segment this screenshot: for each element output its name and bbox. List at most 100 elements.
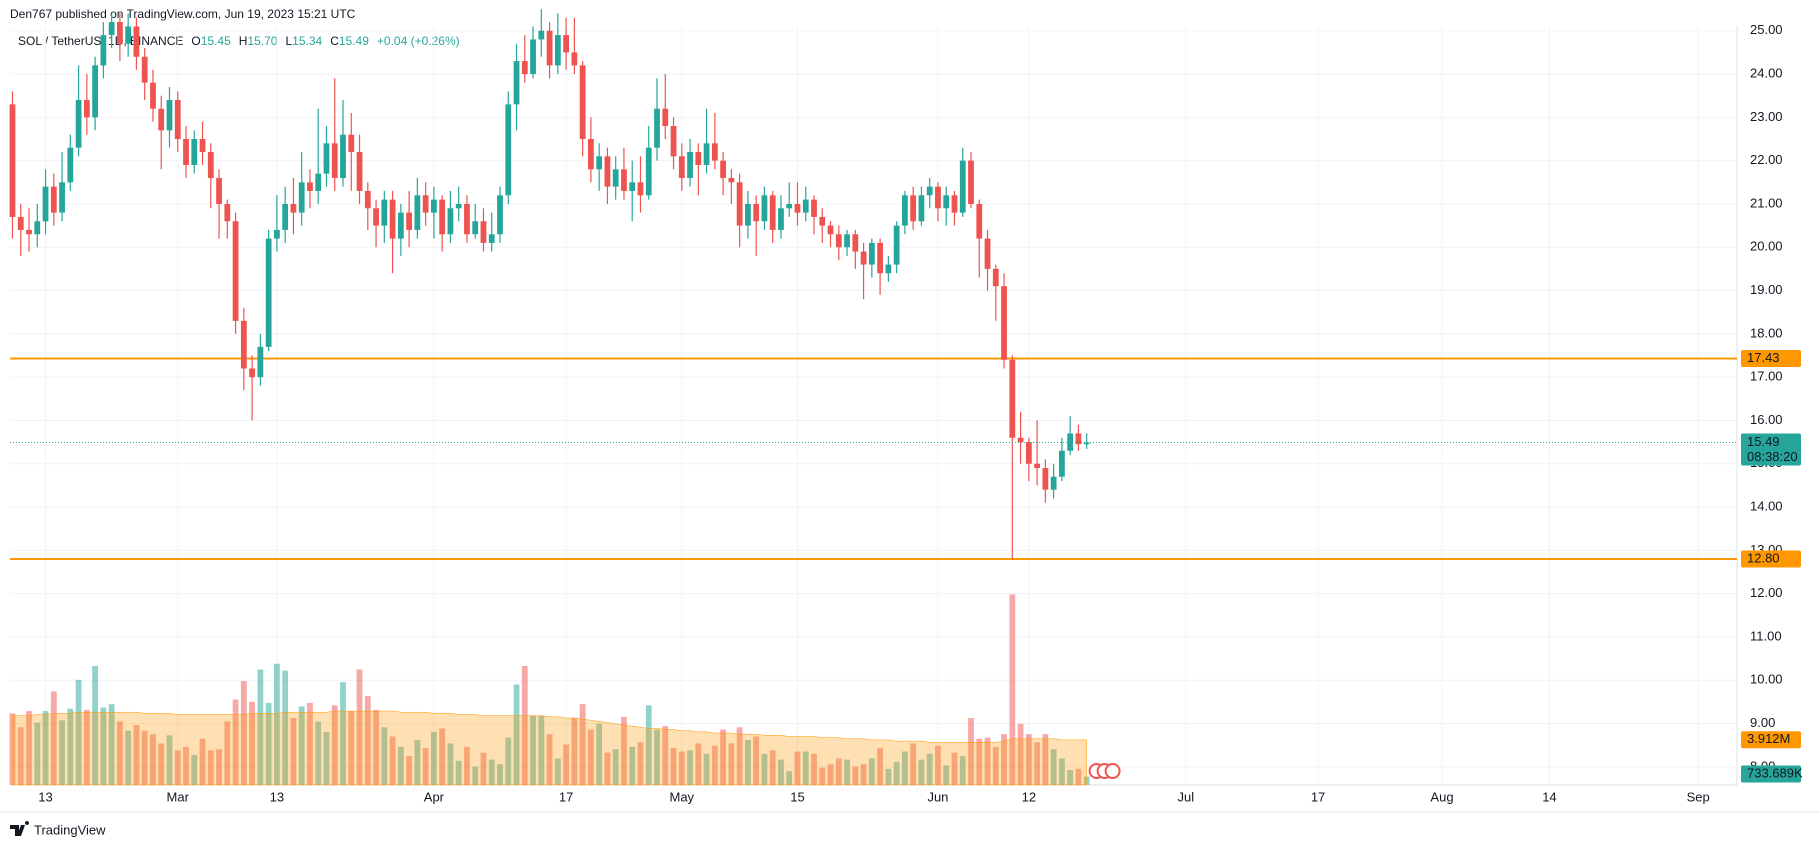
candle-body xyxy=(422,195,429,213)
volume-bar xyxy=(373,709,379,785)
candle-body xyxy=(736,182,743,226)
candle-body xyxy=(133,26,140,57)
volume-bar xyxy=(563,744,570,785)
volume-bar xyxy=(340,682,346,785)
candle-body xyxy=(216,177,222,204)
volume-bar xyxy=(240,681,247,785)
volume-bar xyxy=(323,731,330,785)
volume-bar xyxy=(17,727,24,785)
volume-bar xyxy=(67,708,74,785)
y-tick-label: 19.00 xyxy=(1750,282,1783,297)
candle-body xyxy=(877,242,884,274)
volume-bar xyxy=(100,707,107,785)
y-tick-label: 23.00 xyxy=(1750,109,1783,124)
candle-body xyxy=(554,35,561,66)
candle-body xyxy=(538,30,545,40)
level-label-box xyxy=(1741,550,1801,568)
candle-body xyxy=(9,104,16,217)
candle-body xyxy=(935,186,941,209)
volume-bar xyxy=(596,723,603,785)
candle-body xyxy=(786,203,793,209)
y-tick-label: 22.00 xyxy=(1750,152,1783,167)
brand-name: TradingView xyxy=(34,822,106,837)
candle-body xyxy=(1067,433,1074,451)
y-tick-label: 18.00 xyxy=(1750,325,1783,340)
volume-bar xyxy=(579,704,586,785)
x-tick-label: Apr xyxy=(424,789,445,804)
candle-body xyxy=(50,186,57,213)
volume-bar xyxy=(83,709,90,785)
x-tick-label: 13 xyxy=(38,789,52,804)
candle-body xyxy=(645,147,652,196)
volume-box xyxy=(1741,765,1801,783)
candle-body xyxy=(381,199,388,226)
candle-body xyxy=(455,203,462,209)
x-tick-label: 14 xyxy=(1542,789,1556,804)
candle-body xyxy=(629,182,636,191)
y-tick-label: 17.00 xyxy=(1750,369,1783,384)
volume-bar xyxy=(513,684,520,785)
candle-body xyxy=(530,39,536,75)
candle-body xyxy=(298,182,305,213)
candle-body xyxy=(513,61,520,105)
candle-body xyxy=(711,143,718,161)
legend-key: O xyxy=(191,34,200,48)
volume-bar xyxy=(670,748,677,785)
candle-body xyxy=(174,100,181,140)
legend-value: 15.34 xyxy=(292,34,322,48)
last-price-label: 15.49 xyxy=(1747,434,1780,449)
volume-bar xyxy=(935,745,941,785)
volume-bar xyxy=(331,705,338,785)
volume-bar xyxy=(604,752,611,785)
volume-bar xyxy=(687,750,693,785)
candle-body xyxy=(1025,442,1032,464)
candle-body xyxy=(17,216,24,230)
candle-body xyxy=(728,177,735,183)
volume-bar xyxy=(835,758,842,785)
x-tick-label: 17 xyxy=(1311,789,1325,804)
candle-body xyxy=(984,238,991,269)
candle-body xyxy=(117,22,123,44)
candle-body xyxy=(992,268,999,287)
volume-bar xyxy=(662,726,669,785)
candle-body xyxy=(1083,442,1090,445)
y-tick-label: 25.00 xyxy=(1750,22,1783,37)
candle-body xyxy=(42,186,49,222)
volume-bar xyxy=(703,753,710,785)
volume-bar xyxy=(406,756,413,785)
level-label: 17.43 xyxy=(1747,350,1780,365)
candle-body xyxy=(968,160,974,204)
y-tick-label: 14.00 xyxy=(1750,498,1783,513)
candle-body xyxy=(307,182,313,191)
x-tick-label: Jul xyxy=(1178,789,1195,804)
y-tick-label: 16.00 xyxy=(1750,412,1783,427)
candle-body xyxy=(868,242,875,265)
volume-bar xyxy=(571,717,578,785)
volume-bar xyxy=(1042,734,1049,785)
candle-body xyxy=(323,143,330,174)
candle-body xyxy=(852,234,859,252)
volume-bar xyxy=(464,746,470,785)
volume-bar xyxy=(852,766,859,785)
candle-body xyxy=(34,221,41,235)
candle-body xyxy=(687,151,693,178)
candle-body xyxy=(356,151,363,191)
volume-bar xyxy=(455,760,462,785)
candle-body xyxy=(621,169,627,191)
volume-bar xyxy=(216,749,222,785)
candle-body xyxy=(959,160,966,213)
volume-bar xyxy=(199,738,206,785)
candle-body xyxy=(588,139,594,170)
volume-bar xyxy=(356,669,363,785)
y-tick-label: 12.00 xyxy=(1750,585,1783,600)
candle-body xyxy=(414,195,421,230)
volume-bar xyxy=(307,702,313,785)
volume-bar xyxy=(992,746,999,785)
volume-bar xyxy=(174,750,181,785)
candle-body xyxy=(695,151,702,165)
volume-bar xyxy=(348,711,355,785)
candle-body xyxy=(1050,476,1057,490)
volume-bar xyxy=(265,702,272,785)
candle-body xyxy=(59,182,65,213)
candle-body xyxy=(191,139,198,165)
